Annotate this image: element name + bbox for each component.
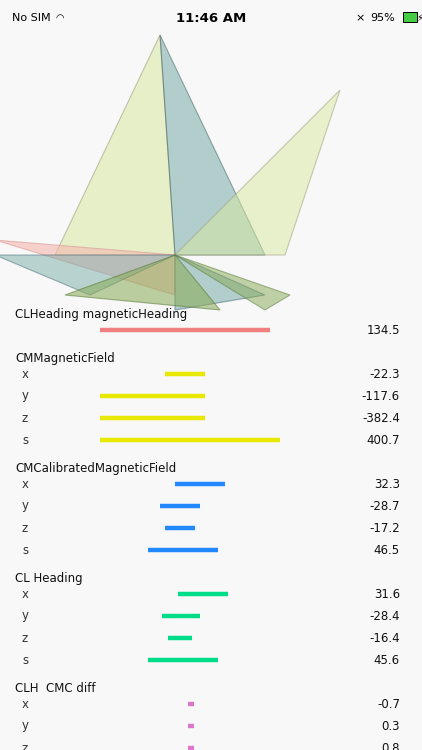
Text: y: y xyxy=(22,500,29,512)
Text: x: x xyxy=(22,478,29,490)
Text: z: z xyxy=(22,521,28,535)
Text: x: x xyxy=(22,698,29,710)
Text: 0.8: 0.8 xyxy=(381,742,400,750)
Text: CMMagneticField: CMMagneticField xyxy=(15,352,115,365)
Text: CLH  CMC diff: CLH CMC diff xyxy=(15,682,95,695)
Text: s: s xyxy=(22,653,28,667)
Text: 0.3: 0.3 xyxy=(381,719,400,733)
Polygon shape xyxy=(0,255,175,295)
Text: ×: × xyxy=(355,13,364,23)
Text: 31.6: 31.6 xyxy=(374,587,400,601)
Text: 134.5: 134.5 xyxy=(366,323,400,337)
Text: y: y xyxy=(22,719,29,733)
Text: No SIM: No SIM xyxy=(12,13,51,23)
Polygon shape xyxy=(0,240,175,295)
Polygon shape xyxy=(55,35,175,255)
Text: z: z xyxy=(22,412,28,424)
Text: -28.4: -28.4 xyxy=(370,610,400,622)
Bar xyxy=(403,12,417,22)
Text: 95%: 95% xyxy=(370,13,395,23)
Text: 11:46 AM: 11:46 AM xyxy=(176,11,246,25)
Text: -382.4: -382.4 xyxy=(362,412,400,424)
Text: z: z xyxy=(22,632,28,644)
Text: CLHeading magneticHeading: CLHeading magneticHeading xyxy=(15,308,187,321)
Polygon shape xyxy=(160,35,265,255)
Text: -17.2: -17.2 xyxy=(369,521,400,535)
Text: -117.6: -117.6 xyxy=(362,389,400,403)
Text: x: x xyxy=(22,587,29,601)
Text: x: x xyxy=(22,368,29,380)
Text: ◠: ◠ xyxy=(55,13,63,23)
Text: y: y xyxy=(22,389,29,403)
Text: z: z xyxy=(22,742,28,750)
Polygon shape xyxy=(175,255,290,310)
Text: s: s xyxy=(22,544,28,556)
Text: CMCalibratedMagneticField: CMCalibratedMagneticField xyxy=(15,462,176,475)
Text: y: y xyxy=(22,610,29,622)
Text: s: s xyxy=(22,433,28,446)
Text: ⚡: ⚡ xyxy=(417,13,422,23)
Text: -0.7: -0.7 xyxy=(377,698,400,710)
Text: 45.6: 45.6 xyxy=(374,653,400,667)
Polygon shape xyxy=(175,255,265,310)
Text: 400.7: 400.7 xyxy=(366,433,400,446)
Polygon shape xyxy=(175,90,340,255)
Text: CL Heading: CL Heading xyxy=(15,572,83,585)
Text: -28.7: -28.7 xyxy=(370,500,400,512)
Polygon shape xyxy=(65,255,220,310)
Text: -22.3: -22.3 xyxy=(370,368,400,380)
Text: 32.3: 32.3 xyxy=(374,478,400,490)
Text: 46.5: 46.5 xyxy=(374,544,400,556)
Text: -16.4: -16.4 xyxy=(369,632,400,644)
